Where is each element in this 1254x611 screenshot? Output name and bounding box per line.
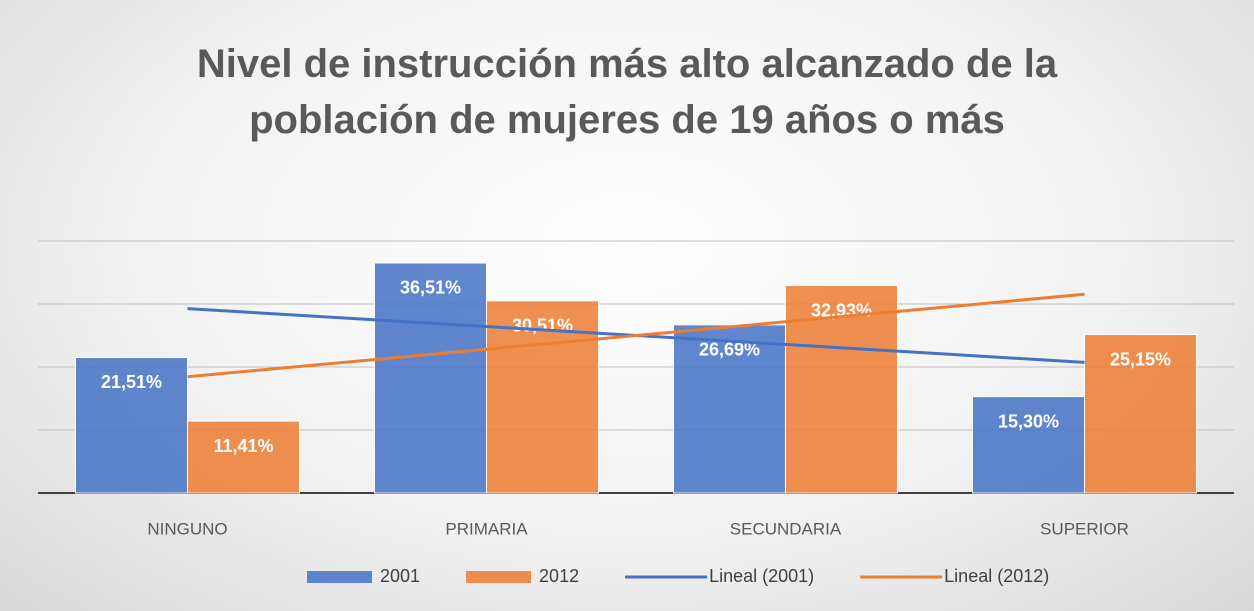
x-tick-label: NINGUNO (147, 519, 227, 538)
bar (374, 262, 487, 494)
legend-swatch (466, 571, 532, 583)
legend-label: Lineal (2012) (944, 566, 1049, 586)
x-tick-label: PRIMARIA (445, 519, 528, 538)
bar (972, 396, 1085, 494)
legend-label: 2001 (380, 566, 420, 586)
data-label: 26,69% (699, 340, 760, 360)
bar (75, 356, 188, 494)
legend-label: Lineal (2001) (709, 566, 814, 586)
data-label: 15,30% (998, 411, 1059, 431)
bar (1084, 334, 1197, 494)
data-label: 25,15% (1110, 349, 1171, 369)
bar (673, 324, 786, 494)
chart-title: Nivel de instrucción más alto alcanzado … (196, 42, 1058, 142)
legend-label: 2012 (539, 566, 579, 586)
bar (187, 420, 300, 494)
legend-swatch (307, 571, 372, 583)
x-tick-label: SUPERIOR (1040, 519, 1129, 538)
data-label: 11,41% (213, 436, 273, 456)
data-label: 21,51% (101, 372, 162, 392)
x-tick-label: SECUNDARIA (730, 519, 842, 538)
data-label: 36,51% (400, 278, 461, 298)
trendline (187, 292, 1085, 379)
